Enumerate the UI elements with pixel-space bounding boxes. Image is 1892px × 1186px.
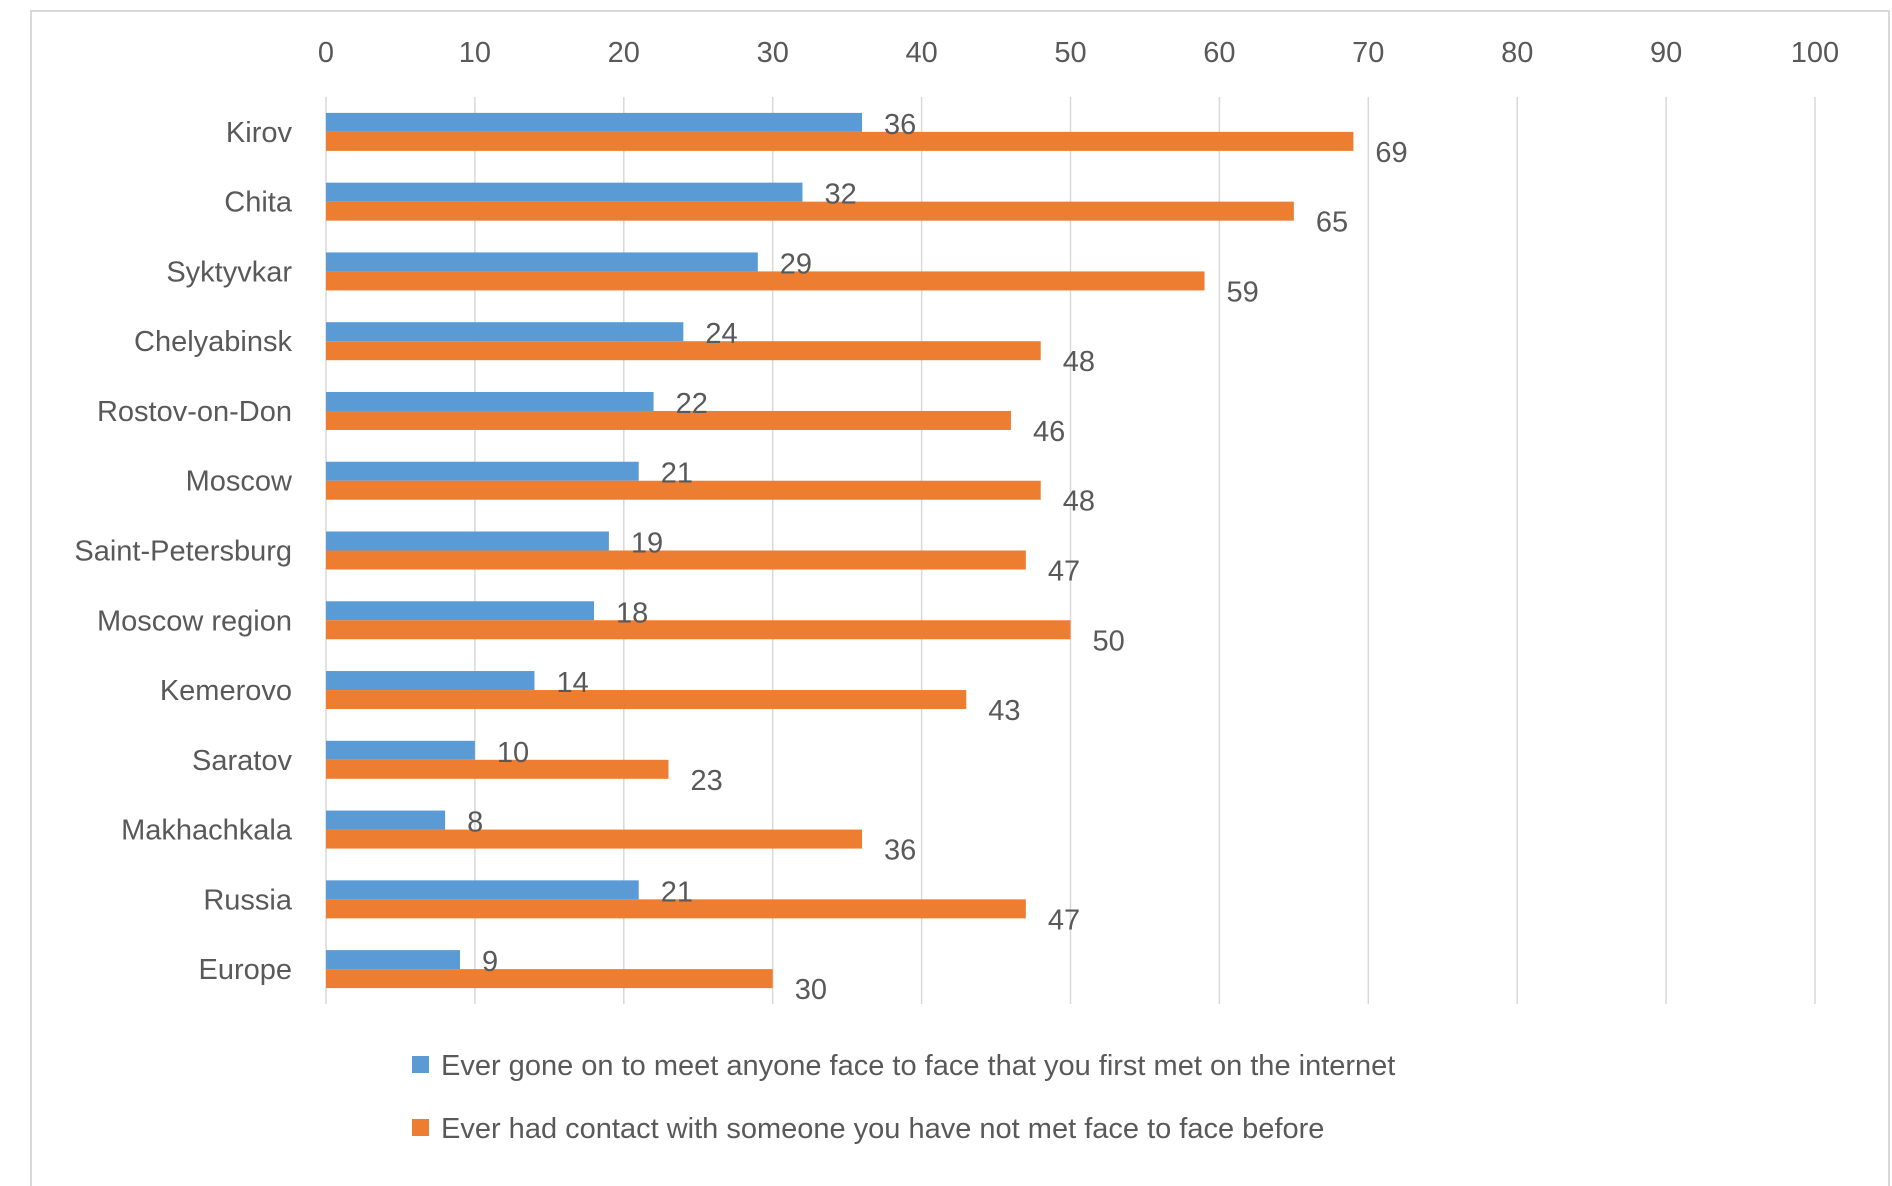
bar-meet-syktyvkar bbox=[326, 252, 758, 272]
bar-meet-saratov bbox=[326, 740, 475, 760]
x-tick-label-60: 60 bbox=[1203, 37, 1235, 69]
category-label-makhachkala: Makhachkala bbox=[121, 815, 293, 847]
category-label-moscow: Moscow bbox=[186, 466, 293, 498]
bar-contact-russia bbox=[326, 899, 1026, 919]
data-label-contact-saratov: 23 bbox=[690, 765, 722, 797]
data-label-meet-europe: 9 bbox=[482, 946, 498, 978]
bar-contact-chelyabinsk bbox=[326, 341, 1041, 361]
bar-contact-makhachkala bbox=[326, 829, 863, 849]
data-label-contact-syktyvkar: 59 bbox=[1227, 276, 1259, 308]
bar-meet-saint-petersburg bbox=[326, 531, 609, 551]
bar-contact-saint-petersburg bbox=[326, 550, 1026, 570]
x-tick-label-80: 80 bbox=[1501, 37, 1533, 69]
x-tick-label-90: 90 bbox=[1650, 37, 1682, 69]
x-tick-label-70: 70 bbox=[1352, 37, 1384, 69]
data-label-meet-kirov: 36 bbox=[884, 109, 916, 141]
data-label-contact-russia: 47 bbox=[1048, 904, 1080, 936]
category-label-europe: Europe bbox=[198, 954, 292, 986]
data-label-meet-chita: 32 bbox=[824, 179, 856, 211]
data-label-meet-syktyvkar: 29 bbox=[780, 248, 812, 280]
bar-meet-europe bbox=[326, 950, 461, 970]
bar-meet-rostov-on-don bbox=[326, 391, 654, 411]
data-label-meet-moscow-region: 18 bbox=[616, 597, 648, 629]
bar-contact-kirov bbox=[326, 131, 1354, 151]
bar-meet-makhachkala bbox=[326, 810, 446, 830]
category-label-saint-petersburg: Saint-Petersburg bbox=[74, 536, 292, 568]
category-label-rostov-on-don: Rostov-on-Don bbox=[97, 396, 292, 428]
bar-meet-kemerovo bbox=[326, 671, 535, 691]
x-tick-label-40: 40 bbox=[905, 37, 937, 69]
data-label-meet-kemerovo: 14 bbox=[556, 667, 588, 699]
bar-meet-moscow-region bbox=[326, 601, 595, 621]
data-label-contact-makhachkala: 36 bbox=[884, 835, 916, 867]
bar-meet-russia bbox=[326, 880, 639, 900]
bar-contact-moscow-region bbox=[326, 620, 1071, 640]
bar-meet-kirov bbox=[326, 112, 863, 132]
legend-label-1: Ever gone on to meet anyone face to face… bbox=[441, 1050, 1395, 1082]
data-label-meet-rostov-on-don: 22 bbox=[676, 388, 708, 420]
data-label-contact-chita: 65 bbox=[1316, 207, 1348, 239]
bar-contact-europe bbox=[326, 969, 773, 989]
data-label-meet-makhachkala: 8 bbox=[467, 807, 483, 839]
data-label-contact-rostov-on-don: 46 bbox=[1033, 416, 1065, 448]
x-tick-label-100: 100 bbox=[1791, 37, 1839, 69]
data-label-meet-chelyabinsk: 24 bbox=[705, 318, 737, 350]
bar-meet-chelyabinsk bbox=[326, 322, 684, 342]
data-label-contact-moscow: 48 bbox=[1063, 486, 1095, 518]
data-label-contact-chelyabinsk: 48 bbox=[1063, 346, 1095, 378]
bar-contact-rostov-on-don bbox=[326, 410, 1011, 430]
category-label-chelyabinsk: Chelyabinsk bbox=[134, 326, 292, 358]
data-label-contact-kemerovo: 43 bbox=[988, 695, 1020, 727]
category-label-kirov: Kirov bbox=[226, 117, 293, 149]
category-label-saratov: Saratov bbox=[192, 745, 292, 777]
category-label-syktyvkar: Syktyvkar bbox=[166, 256, 292, 288]
data-label-meet-moscow: 21 bbox=[661, 458, 693, 490]
data-label-contact-europe: 30 bbox=[795, 974, 827, 1006]
bar-contact-saratov bbox=[326, 759, 669, 779]
data-label-meet-saratov: 10 bbox=[497, 737, 529, 769]
x-tick-label-20: 20 bbox=[608, 37, 640, 69]
legend-swatch-2 bbox=[412, 1119, 429, 1136]
category-label-moscow-region: Moscow region bbox=[97, 605, 292, 637]
category-label-russia: Russia bbox=[203, 884, 293, 916]
x-tick-label-10: 10 bbox=[459, 37, 491, 69]
data-label-contact-kirov: 69 bbox=[1375, 137, 1407, 169]
x-tick-label-50: 50 bbox=[1054, 37, 1086, 69]
bar-contact-kemerovo bbox=[326, 690, 967, 710]
legend-label-2: Ever had contact with someone you have n… bbox=[441, 1113, 1324, 1145]
bar-contact-chita bbox=[326, 201, 1294, 221]
data-label-contact-saint-petersburg: 47 bbox=[1048, 556, 1080, 588]
category-label-kemerovo: Kemerovo bbox=[160, 675, 292, 707]
category-label-chita: Chita bbox=[224, 187, 293, 219]
x-tick-label-0: 0 bbox=[318, 37, 334, 69]
data-label-meet-russia: 21 bbox=[661, 876, 693, 908]
bar-contact-moscow bbox=[326, 480, 1041, 500]
data-label-contact-moscow-region: 50 bbox=[1093, 625, 1125, 657]
data-label-meet-saint-petersburg: 19 bbox=[631, 528, 663, 560]
bar-meet-moscow bbox=[326, 461, 639, 481]
bar-meet-chita bbox=[326, 182, 803, 202]
bar-contact-syktyvkar bbox=[326, 271, 1205, 291]
x-tick-label-30: 30 bbox=[757, 37, 789, 69]
legend-swatch-1 bbox=[412, 1056, 429, 1073]
